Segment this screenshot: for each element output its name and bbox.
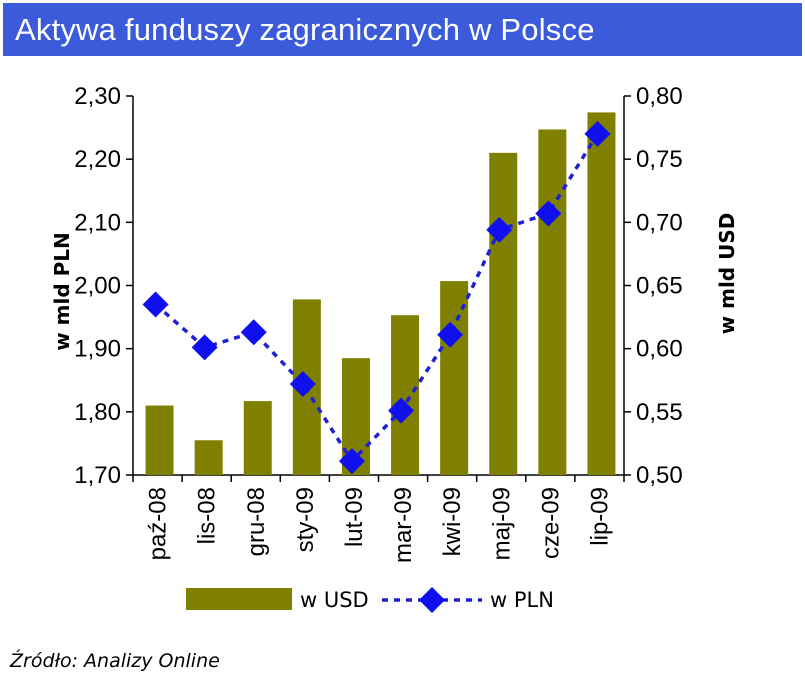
- line-marker: [240, 319, 267, 346]
- bar: [145, 405, 174, 475]
- x-tick-label: lut-09: [341, 487, 368, 547]
- bar: [391, 315, 420, 475]
- line-path: [154, 132, 599, 464]
- line-series: [142, 120, 611, 475]
- y-right-tick-label: 0,55: [636, 399, 683, 426]
- line-marker: [142, 291, 169, 318]
- bar: [194, 440, 223, 475]
- y-left-tick-label: 1,80: [74, 399, 121, 426]
- line-marker: [437, 321, 464, 348]
- y-right-tick-label: 0,65: [636, 273, 683, 300]
- bar: [489, 152, 518, 475]
- y-left-title: w mld PLN: [50, 232, 74, 351]
- x-tick-label: cze-09: [537, 487, 564, 559]
- x-tick-label: gru-08: [243, 487, 270, 556]
- line-marker: [486, 216, 513, 243]
- bar: [538, 129, 567, 475]
- legend-label-pln: w PLN: [490, 588, 554, 612]
- y-right-tick-label: 0,60: [636, 336, 683, 363]
- x-tick-label: kwi-09: [439, 487, 466, 556]
- y-left-tick-label: 2,30: [74, 83, 121, 110]
- y-right-tick-label: 0,70: [636, 209, 683, 236]
- line-marker: [535, 200, 562, 227]
- bar-series: [145, 112, 616, 475]
- bar: [440, 281, 469, 475]
- line-marker: [289, 371, 316, 398]
- y-left-tick-label: 2,10: [74, 209, 121, 236]
- legend-label-usd: w USD: [300, 588, 369, 612]
- x-tick-label: paź-08: [145, 487, 172, 560]
- line-marker: [388, 397, 415, 424]
- y-left-tick-label: 2,00: [74, 273, 121, 300]
- axes: 1,70 1,80 1,90 2,00 2,10 2,20 2,30 0,50 0,55 0,60…: [50, 83, 739, 563]
- line-marker: [584, 120, 611, 147]
- line-marker: [338, 448, 365, 475]
- x-tick-label: mar-09: [390, 487, 417, 563]
- x-tick-label: sty-09: [292, 487, 319, 552]
- bar: [587, 112, 616, 475]
- y-left-tick-label: 1,90: [74, 336, 121, 363]
- x-tick-label: lis-08: [194, 487, 221, 544]
- legend-swatch-pln-marker: [419, 587, 445, 613]
- bar: [243, 401, 272, 475]
- source-note: Źródło: Analizy Online: [10, 650, 220, 672]
- y-right-tick-label: 0,50: [636, 462, 683, 489]
- y-right-tick-label: 0,75: [636, 146, 683, 173]
- y-right-title: w mld USD: [715, 213, 739, 335]
- x-tick-label: maj-09: [488, 487, 515, 560]
- legend: w USD w PLN: [186, 587, 554, 613]
- y-right-tick-label: 0,80: [636, 83, 683, 110]
- y-left-tick-label: 2,20: [74, 146, 121, 173]
- line-marker: [191, 334, 218, 361]
- legend-swatch-usd: [186, 588, 292, 610]
- x-tick-label: lip-09: [586, 487, 613, 546]
- chart-title: Aktywa funduszy zagranicznych w Polsce: [15, 11, 595, 47]
- title-bar: Aktywa funduszy zagranicznych w Polsce: [3, 3, 802, 56]
- y-left-tick-label: 1,70: [74, 462, 121, 489]
